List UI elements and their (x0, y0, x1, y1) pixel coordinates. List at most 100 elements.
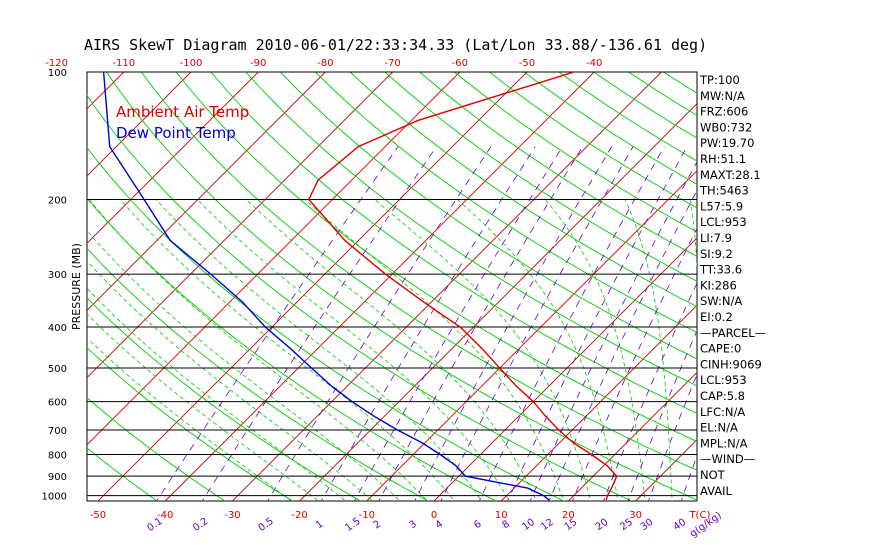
mixing-ratio-line (414, 146, 613, 501)
isotherm-line (87, 72, 393, 379)
index-label: —WIND— (700, 452, 755, 466)
dry-adiabat-line (210, 72, 697, 414)
index-label: TT:33.6 (699, 263, 742, 277)
index-label: WB0:732 (700, 120, 752, 134)
dry-adiabat-line (87, 197, 497, 501)
dry-adiabat-line (87, 94, 633, 501)
dewpoint-series-line (102, 72, 550, 501)
dry-adiabat-line (419, 72, 697, 257)
mixing-ratio-label: 4 (434, 519, 446, 532)
index-label: MPL:N/A (700, 436, 748, 450)
moist-adiabat-line (197, 199, 510, 501)
temperature-series-line (307, 72, 618, 501)
top-axis-tick-label: -110 (112, 58, 135, 69)
index-label: —PARCEL— (700, 326, 766, 340)
legend-entry: Dew Point Temp (116, 124, 236, 142)
index-label: L57:5.9 (700, 199, 743, 213)
dry-adiabat-line (668, 53, 870, 505)
index-label: CAP:5.8 (700, 389, 745, 403)
dry-adiabat-line (384, 72, 697, 282)
pressure-tick-label: 600 (48, 398, 67, 409)
index-label: LI:7.9 (700, 231, 732, 245)
pressure-tick-label: 700 (48, 426, 67, 437)
moist-adiabat-line (87, 313, 320, 501)
mixing-ratio-label: 6 (472, 519, 484, 532)
mixing-ratio-label: 0.2 (191, 516, 210, 534)
bottom-axis-tick-label: 10 (495, 510, 508, 521)
mixing-ratio-label: 8 (500, 519, 512, 532)
mixing-ratio-line (320, 146, 536, 501)
index-label: FRZ:606 (700, 105, 748, 119)
mixing-ratio-label: 2 (372, 519, 384, 532)
top-axis-tick-label: -50 (519, 58, 535, 69)
isotherm-line (770, 72, 870, 501)
dry-adiabat-line (87, 297, 362, 501)
pressure-tick-label: 500 (48, 364, 67, 375)
dry-adiabat-line (105, 72, 697, 501)
dry-adiabat-line (279, 72, 697, 360)
index-label: SW:N/A (700, 294, 742, 308)
moist-adiabat-line (87, 287, 347, 501)
dry-adiabat-line (736, 53, 870, 505)
index-label: EL:N/A (700, 421, 738, 435)
index-label: CINH:9069 (700, 357, 762, 371)
dry-adiabat-line (140, 72, 697, 471)
plot-area (87, 53, 870, 505)
moist-adiabat-line (544, 199, 646, 501)
index-label: SI:9.2 (700, 247, 733, 261)
moist-adiabat-line (624, 199, 673, 501)
isotherm-line (837, 72, 870, 501)
moist-adiabat-line (304, 199, 565, 501)
top-axis-tick-label: -60 (452, 58, 468, 69)
index-label: PW:19.70 (700, 136, 754, 150)
mixing-ratio-label: 10 (520, 517, 537, 533)
mixing-ratio-line (201, 146, 437, 501)
index-label: MAXT:28.1 (700, 168, 761, 182)
dry-adiabat-line (87, 447, 158, 501)
bottom-axis-tick-label: -10 (359, 510, 375, 521)
mixing-ratio-line (156, 146, 399, 501)
top-axis-tick-label: -100 (180, 58, 203, 69)
moist-adiabat-line (155, 199, 483, 501)
index-label: AVAIL (700, 484, 733, 498)
index-label: NOT (700, 468, 726, 482)
mixing-ratio-label: 0.5 (257, 516, 276, 534)
bottom-axis-tick-label: T(C) (688, 510, 710, 521)
bottom-axis-tick-label: -40 (157, 510, 173, 521)
pressure-tick-label: 300 (48, 270, 67, 281)
dry-adiabat-line (314, 72, 697, 334)
dry-adiabat-line (87, 397, 226, 501)
moist-adiabat-line (374, 199, 592, 501)
dry-adiabat-line (349, 72, 697, 308)
bottom-axis-tick-label: 0 (431, 510, 437, 521)
top-axis-tick-label: -90 (250, 58, 266, 69)
mixing-ratio-label: 20 (594, 517, 611, 533)
index-label: LCL:953 (700, 215, 747, 229)
index-label: TP:100 (699, 73, 740, 87)
index-label: TH:5463 (699, 184, 749, 198)
legend-entry: Ambient Air Temp (116, 103, 249, 121)
isotherm-line (232, 72, 662, 501)
y-axis-title: PRESSURE (MB) (70, 243, 83, 330)
bottom-axis-tick-label: -30 (224, 510, 240, 521)
bottom-axis-tick-label: -50 (90, 510, 106, 521)
pressure-tick-label: 1000 (42, 492, 67, 503)
bottom-axis-tick-label: 20 (562, 510, 575, 521)
moist-adiabat-line (87, 337, 292, 501)
isotherm-line (87, 72, 259, 244)
top-axis-tick-label: -120 (45, 58, 68, 69)
pressure-tick-label: 400 (48, 323, 67, 334)
bottom-axis-tick-label: 30 (629, 510, 642, 521)
moist-adiabat-line (246, 199, 537, 501)
dry-adiabat-line (245, 72, 697, 387)
mixing-ratio-label: 12 (539, 517, 556, 533)
moist-adiabat-line (88, 199, 428, 501)
mixing-ratio-line (440, 146, 634, 501)
pressure-tick-label: 200 (48, 196, 67, 207)
bottom-axis-tick-label: -20 (291, 510, 307, 521)
top-axis-tick-label: -80 (317, 58, 333, 69)
moist-adiabat-line (457, 199, 619, 501)
index-label: MW:N/A (700, 89, 745, 103)
index-label: LFC:N/A (700, 405, 745, 419)
